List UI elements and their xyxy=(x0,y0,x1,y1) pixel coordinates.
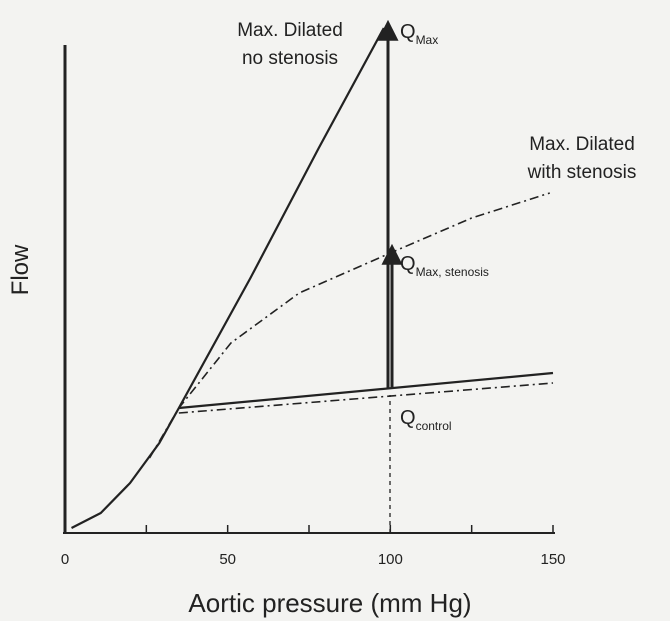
annotation: no stenosis xyxy=(242,48,338,69)
x-tick-label: 100 xyxy=(378,551,403,568)
x-tick-label: 0 xyxy=(61,551,69,568)
annotation-main: Q xyxy=(400,253,416,275)
series-line xyxy=(148,192,550,459)
annotation-sub: Max xyxy=(416,33,439,47)
annotation: QMax, stenosis xyxy=(400,253,489,279)
x-axis-label: Aortic pressure (mm Hg) xyxy=(188,588,471,618)
annotation-main: Q xyxy=(400,21,416,43)
annotation: with stenosis xyxy=(527,162,637,183)
series-line xyxy=(178,382,554,414)
annotation: QMax xyxy=(400,21,438,47)
annotation: Max. Dilated xyxy=(237,20,343,41)
series-line xyxy=(71,27,385,529)
annotation-main: Q xyxy=(400,407,416,429)
annotation-sub: control xyxy=(416,419,452,433)
y-axis-label: Flow xyxy=(7,244,34,295)
annotation-sub: Max, stenosis xyxy=(416,265,489,279)
series-line xyxy=(178,371,554,410)
annotation: Qcontrol xyxy=(400,407,452,433)
annotation: Max. Dilated xyxy=(529,134,635,155)
x-tick-label: 150 xyxy=(540,551,565,568)
x-tick-label: 50 xyxy=(219,551,236,568)
